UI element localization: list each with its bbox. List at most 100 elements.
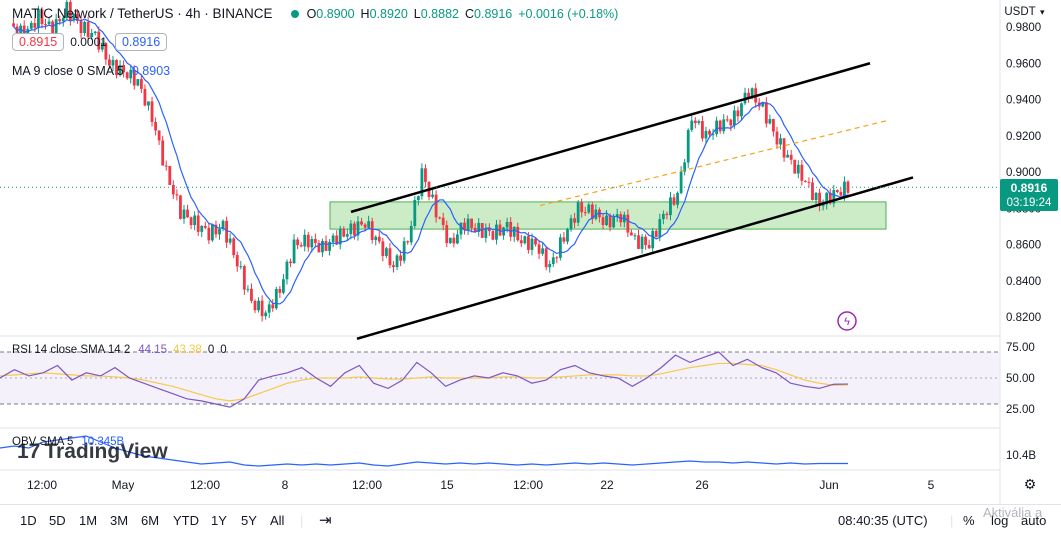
candle-body: [257, 300, 260, 311]
candle-body: [54, 19, 58, 38]
candle-body: [473, 227, 477, 232]
currency-dropdown-icon[interactable]: ▾: [1040, 7, 1045, 17]
candle-body: [203, 225, 207, 228]
timeframe-3m-button[interactable]: 3M: [110, 513, 129, 528]
candle-body: [537, 244, 541, 254]
candle-body: [693, 120, 697, 124]
candle-body: [175, 194, 179, 196]
auto-toggle[interactable]: auto: [1021, 513, 1047, 528]
candle-body: [225, 220, 229, 243]
support-resistance-zone[interactable]: [329, 201, 887, 230]
candle-body: [665, 213, 669, 216]
candle-body: [399, 255, 402, 261]
candle-body: [242, 266, 246, 290]
candle-body: [420, 168, 424, 197]
time-tick: 12:00: [513, 478, 543, 492]
candle-body: [61, 18, 65, 22]
time-tick: May: [112, 478, 135, 492]
candle-body: [384, 248, 388, 256]
time-tick: 12:00: [27, 478, 57, 492]
channel-lower-line[interactable]: [356, 176, 914, 340]
time-axis[interactable]: 12:00 May 12:00 8 12:00 15 12:00 22 26 Jun 5: [27, 478, 935, 492]
candle-body: [551, 257, 555, 264]
candle-body: [701, 121, 704, 139]
timeframe-6m-button[interactable]: 6M: [141, 513, 160, 528]
price-axis[interactable]: 0.98000.96000.94000.92000.90000.88000.86…: [1006, 22, 1041, 324]
candle-body: [271, 304, 275, 309]
symbol-legend[interactable]: MATIC Network / TetherUS · 4h · BINANCE …: [12, 6, 618, 21]
rsi-line: [0, 351, 849, 408]
candle-body: [605, 215, 608, 226]
candle-body: [310, 238, 314, 248]
candle-body: [519, 240, 523, 244]
candle-body: [416, 196, 420, 201]
candle-body: [484, 228, 488, 238]
lightning-glyph: ϟ: [844, 316, 850, 328]
candle-body: [182, 209, 186, 219]
price-tick: 0.8400: [1006, 276, 1041, 288]
timeframe-5d-button[interactable]: 5D: [49, 513, 66, 528]
chart-canvas[interactable]: 0.98000.96000.94000.92000.90000.88000.86…: [0, 0, 1061, 505]
candle-body: [740, 103, 743, 117]
candle-body: [164, 165, 168, 167]
candle-body: [562, 237, 566, 242]
candle-body: [676, 193, 679, 205]
sell-price[interactable]: 0.8915: [12, 33, 65, 51]
candle-body: [534, 238, 537, 245]
candle-body: [825, 192, 829, 205]
candle-body: [530, 238, 534, 250]
candle-body: [83, 22, 86, 34]
channel-midline[interactable]: [539, 119, 889, 207]
currency-label[interactable]: USDT: [1004, 6, 1035, 18]
utc-clock[interactable]: 08:40:35 (UTC): [838, 513, 928, 528]
candle-body: [793, 159, 797, 174]
log-toggle[interactable]: log: [991, 513, 1009, 528]
channel-upper-line[interactable]: [350, 62, 871, 214]
ma-legend[interactable]: MA 9 close 0 SMA 5 0.8903: [12, 64, 170, 78]
symbol-title[interactable]: MATIC Network / TetherUS · 4h · BINANCE: [12, 6, 273, 21]
candle-body: [108, 59, 111, 66]
candle-body: [65, 1, 69, 19]
time-tick: 15: [440, 478, 454, 492]
buy-price[interactable]: 0.8916: [114, 33, 168, 51]
candle-body: [498, 224, 502, 236]
settings-gear-icon[interactable]: ⚙: [1024, 476, 1037, 492]
timeframe-ytd-button[interactable]: YTD: [173, 513, 199, 528]
timeframe-1d-button[interactable]: 1D: [20, 513, 37, 528]
candle-body: [725, 119, 729, 121]
candle-body: [775, 131, 779, 145]
candle-body: [93, 31, 97, 34]
candle-body: [143, 88, 147, 106]
timeframe-5y-button[interactable]: 5Y: [241, 513, 257, 528]
candle-body: [445, 225, 449, 244]
candle-body: [331, 235, 335, 242]
rsi-legend[interactable]: RSI 14 close SMA 14 2 44.15 43.38 0 0: [12, 344, 227, 356]
date-range-icon[interactable]: ⇥: [319, 512, 332, 529]
market-open-icon: [290, 9, 299, 18]
percent-toggle[interactable]: %: [963, 513, 975, 528]
rsi-extra-2: 0: [220, 344, 227, 356]
candle-body: [576, 202, 580, 223]
candle-body: [736, 110, 740, 117]
candle-body: [139, 79, 143, 89]
candle-body: [580, 202, 584, 213]
candle-body: [786, 154, 790, 158]
obv-legend[interactable]: OBV SMA 5 10.345B: [12, 436, 124, 448]
candle-body: [789, 154, 793, 160]
candle-body: [264, 312, 268, 317]
timeframe-all-button[interactable]: All: [270, 513, 285, 528]
timeframe-1m-button[interactable]: 1M: [79, 513, 98, 528]
candle-body: [246, 288, 250, 290]
candle-body: [569, 218, 573, 230]
candle-body: [782, 138, 786, 158]
windows-activation-watermark: Aktiválja a: [983, 505, 1043, 520]
candle-body: [772, 119, 775, 132]
timeframe-1y-button[interactable]: 1Y: [211, 513, 227, 528]
candle-body: [438, 217, 442, 219]
lightning-icon[interactable]: [837, 311, 857, 331]
candle-body: [811, 182, 814, 201]
candle-body: [406, 241, 410, 243]
bar-countdown: 03:19:24: [1007, 197, 1052, 209]
candle-body: [367, 221, 371, 228]
candle-body: [523, 236, 527, 244]
